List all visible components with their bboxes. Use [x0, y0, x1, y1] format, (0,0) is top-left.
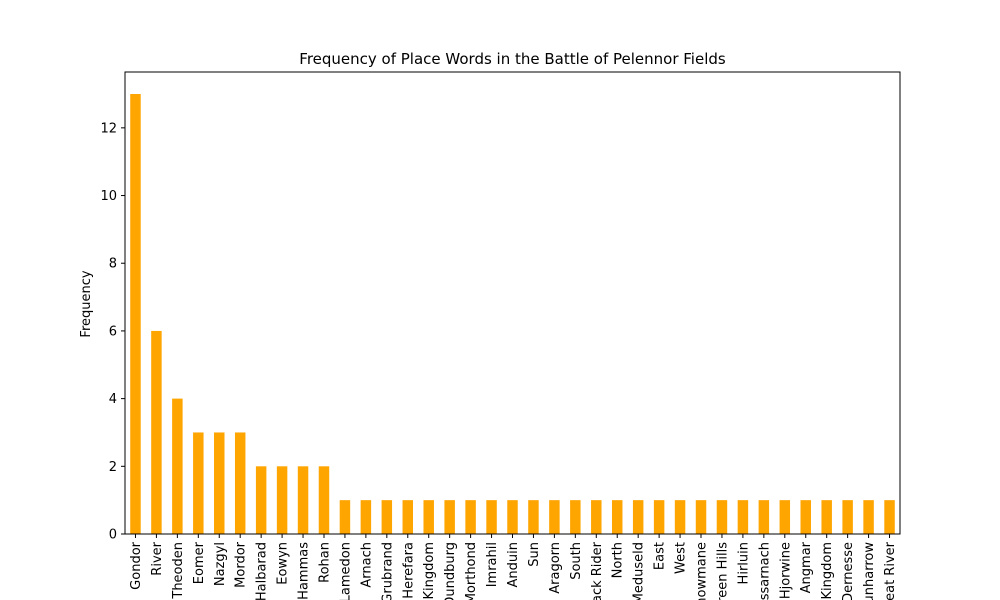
- bar-0: [130, 94, 141, 534]
- x-tick-label: Kingdom: [820, 542, 835, 600]
- x-tick-label: Morthond: [464, 542, 479, 600]
- x-tick-label: Green Hills: [715, 542, 730, 600]
- x-tick-label: Gondor: [129, 541, 144, 589]
- y-axis-ticks: 0 2 4 6 8 10 12: [100, 121, 125, 543]
- bar-15: [444, 500, 455, 534]
- x-tick-label: Arnach: [359, 542, 374, 588]
- x-tick-label: Lossarnach: [757, 542, 772, 600]
- x-tick-label: Lamedon: [338, 542, 353, 600]
- x-tick-label: Black Rider: [590, 541, 605, 600]
- bar-5: [234, 432, 246, 534]
- bar-21: [570, 500, 581, 534]
- x-tick-label: Imrahil: [485, 542, 500, 587]
- bar-16: [465, 500, 476, 534]
- bar-9: [318, 466, 330, 534]
- bar-33: [821, 500, 832, 534]
- bar-34: [842, 500, 853, 534]
- x-tick-label: Kingdom: [422, 542, 437, 600]
- x-tick-label: Halbarad: [255, 542, 270, 600]
- bar-20: [549, 500, 560, 534]
- bar-24: [632, 500, 644, 534]
- x-tick-label: Anduin: [506, 542, 521, 587]
- bar-31: [779, 500, 791, 534]
- x-tick-label: South: [569, 542, 584, 580]
- x-tick-label: North: [611, 542, 626, 578]
- y-tick-label: 12: [100, 121, 117, 136]
- x-tick-label: Angmar: [799, 541, 814, 593]
- bar-19: [528, 500, 539, 534]
- x-tick-label: Hammas: [297, 542, 312, 600]
- bar-23: [611, 500, 623, 534]
- x-tick-label: Snowmane: [695, 542, 710, 600]
- bar-14: [423, 500, 434, 534]
- x-tick-label: Grubrand: [380, 542, 395, 600]
- bar-30: [758, 500, 770, 534]
- x-tick-label: Rohan: [317, 542, 332, 583]
- bar-10: [339, 500, 351, 534]
- bar-6: [255, 466, 267, 534]
- x-tick-label: Nazgyl: [213, 542, 228, 586]
- bar-25: [653, 500, 665, 534]
- chart-title: Frequency of Place Words in the Battle o…: [299, 50, 726, 68]
- bar-3: [193, 432, 204, 534]
- bar-28: [716, 500, 728, 534]
- y-tick-label: 4: [109, 392, 117, 407]
- bar-11: [360, 500, 372, 534]
- y-tick-label: 6: [109, 324, 117, 339]
- x-tick-label: River: [150, 541, 165, 575]
- y-tick-label: 8: [109, 257, 117, 272]
- plot-frame: [124, 71, 901, 535]
- bar-35: [863, 500, 874, 534]
- bar-2: [172, 398, 183, 534]
- x-tick-label: East: [653, 542, 668, 570]
- bar-29: [737, 500, 749, 534]
- bar-4: [214, 432, 225, 534]
- x-tick-label: Hjorwine: [778, 542, 793, 599]
- x-tick-label: Mordor: [234, 541, 249, 587]
- x-axis-ticks: Gondor River Theoden Eomer Nazgyl Mordor Halba…: [129, 534, 898, 600]
- bar-22: [591, 500, 602, 534]
- x-tick-label: Herefara: [401, 542, 416, 599]
- x-tick-label: Sun: [527, 542, 542, 567]
- x-tick-label: Aragorn: [548, 542, 563, 594]
- bar-18: [507, 500, 518, 534]
- x-tick-label: Eomer: [192, 541, 207, 584]
- bar-32: [800, 500, 811, 534]
- x-tick-label: West: [674, 542, 689, 574]
- bar-1: [151, 330, 162, 534]
- bar-13: [402, 500, 414, 534]
- bar-26: [674, 500, 686, 534]
- y-tick-label: 2: [109, 460, 117, 475]
- y-tick-label: 10: [100, 189, 117, 204]
- bar-12: [381, 500, 393, 534]
- x-tick-label: Meduseld: [632, 542, 647, 600]
- x-tick-label: Great River: [883, 541, 898, 600]
- x-tick-label: Hirluin: [736, 542, 751, 584]
- bars-group: [130, 94, 895, 534]
- bar-8: [297, 466, 309, 534]
- bar-7: [276, 466, 288, 534]
- bar-36: [884, 500, 895, 534]
- x-tick-label: Dundburg: [443, 542, 458, 600]
- x-tick-label: Dernesse: [841, 542, 856, 600]
- bar-27: [695, 500, 707, 534]
- bar-17: [486, 500, 497, 534]
- x-tick-label: Eowyn: [276, 542, 291, 585]
- x-tick-label: Dunharrow: [862, 542, 877, 600]
- y-axis-label: Frequency: [79, 270, 94, 337]
- x-tick-label: Theoden: [171, 542, 186, 600]
- y-tick-label: 0: [109, 528, 117, 543]
